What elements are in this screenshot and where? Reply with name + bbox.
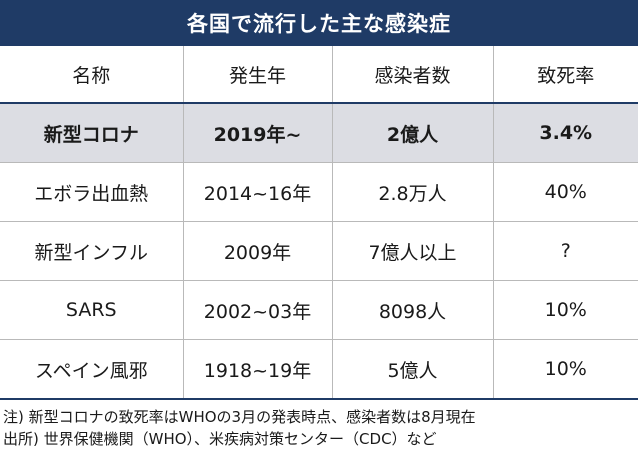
cell-infected: 2.8万人 [331,162,493,222]
footnotes: 注) 新型コロナの致死率はWHOの3月の発表時点、感染者数は8月現在 出所) 世… [3,406,635,450]
page-title: 各国で流行した主な感染症 [187,12,451,36]
column-header-year: 発生年 [182,46,332,104]
column-header-infected: 感染者数 [331,46,493,104]
epidemics-table: 名称 発生年 感染者数 致死率 新型コロナ 2019年~ 2億人 3.4% エボ… [0,46,638,400]
column-header-name: 名称 [0,46,183,104]
cell-name: SARS [0,280,183,340]
table-row: 新型インフル 2009年 7億人以上 ? [0,221,638,281]
table-row: SARS 2002~03年 8098人 10% [0,280,638,340]
cell-fatality: 10% [492,280,638,340]
cell-name: 新型コロナ [0,103,183,163]
footnote-note: 注) 新型コロナの致死率はWHOの3月の発表時点、感染者数は8月現在 [3,408,476,426]
cell-infected: 2億人 [331,103,493,163]
cell-infected: 7億人以上 [331,221,493,281]
cell-fatality: ? [492,221,638,281]
cell-name: スペイン風邪 [0,339,183,400]
table-header-row: 名称 発生年 感染者数 致死率 [0,46,638,104]
cell-name: エボラ出血熱 [0,162,183,222]
cell-year: 1918~19年 [182,339,332,400]
cell-infected: 8098人 [331,280,493,340]
cell-year: 2009年 [182,221,332,281]
cell-year: 2019年~ [182,103,332,163]
cell-fatality: 40% [492,162,638,222]
cell-year: 2014~16年 [182,162,332,222]
table-row: スペイン風邪 1918~19年 5億人 10% [0,339,638,400]
cell-name: 新型インフル [0,221,183,281]
table-row: エボラ出血熱 2014~16年 2.8万人 40% [0,162,638,222]
title-bar: 各国で流行した主な感染症 [0,0,638,46]
cell-infected: 5億人 [331,339,493,400]
cell-fatality: 3.4% [492,103,638,163]
column-header-fatality: 致死率 [492,46,638,104]
footnote-source: 出所) 世界保健機関（WHO）、米疾病対策センター（CDC）など [3,430,437,448]
table-row: 新型コロナ 2019年~ 2億人 3.4% [0,103,638,163]
cell-fatality: 10% [492,339,638,400]
cell-year: 2002~03年 [182,280,332,340]
